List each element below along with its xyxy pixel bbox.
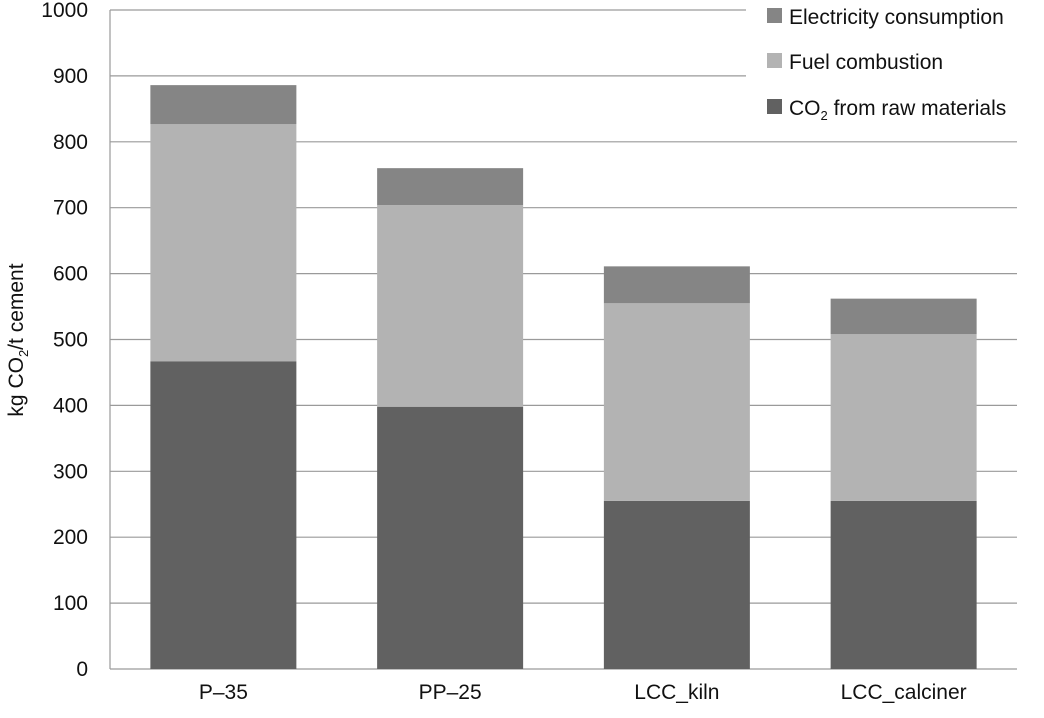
y-tick-label: 500: [53, 329, 88, 352]
legend-swatch: [767, 99, 782, 114]
bar-segment-1-3: [830, 334, 977, 501]
y-tick-label: 700: [53, 197, 88, 220]
bar-segment-1-0: [150, 124, 297, 362]
bars: [150, 85, 977, 669]
y-tick-label: 600: [53, 263, 88, 286]
bar-segment-2-1: [377, 168, 524, 206]
legend: Electricity consumption Fuel combustion CO…: [746, 0, 1044, 128]
legend-label: Electricity consumption: [789, 6, 1004, 29]
axes: 0 100 200 300 400 500 600 700 800 900 1000 P–35 PP–2…: [41, 0, 966, 704]
y-tick-label: 400: [53, 394, 88, 417]
bar-segment-1-1: [377, 205, 524, 407]
subscript: 2: [821, 108, 828, 123]
y-tick-label: 200: [53, 526, 88, 549]
y-tick-label: 300: [53, 460, 88, 483]
y-tick-label: 1000: [41, 0, 88, 22]
x-tick-label: PP–25: [419, 681, 482, 704]
subscript: 2: [16, 350, 31, 357]
bar-segment-2-3: [830, 298, 977, 335]
x-tick-label: LCC_kiln: [634, 681, 719, 704]
bar-segment-0-1: [377, 406, 524, 669]
bar-segment-0-0: [150, 361, 297, 669]
y-tick-label: 100: [53, 592, 88, 615]
bar-segment-0-3: [830, 500, 977, 669]
y-tick-label: 0: [76, 658, 88, 681]
legend-background: [746, 0, 1044, 128]
legend-swatch: [767, 8, 782, 23]
legend-label: Fuel combustion: [789, 51, 943, 74]
x-tick-label: P–35: [199, 681, 248, 704]
x-tick-label: LCC_calciner: [841, 681, 967, 704]
y-axis-label: kg CO2/t cement: [5, 263, 31, 416]
y-tick-label: 800: [53, 131, 88, 154]
bar-segment-2-2: [603, 266, 750, 304]
bar-segment-2-0: [150, 85, 297, 125]
y-tick-label: 900: [53, 65, 88, 88]
legend-label: CO2 from raw materials: [789, 97, 1006, 123]
bar-segment-1-2: [603, 303, 750, 501]
legend-swatch: [767, 53, 782, 68]
bar-segment-0-2: [603, 500, 750, 669]
